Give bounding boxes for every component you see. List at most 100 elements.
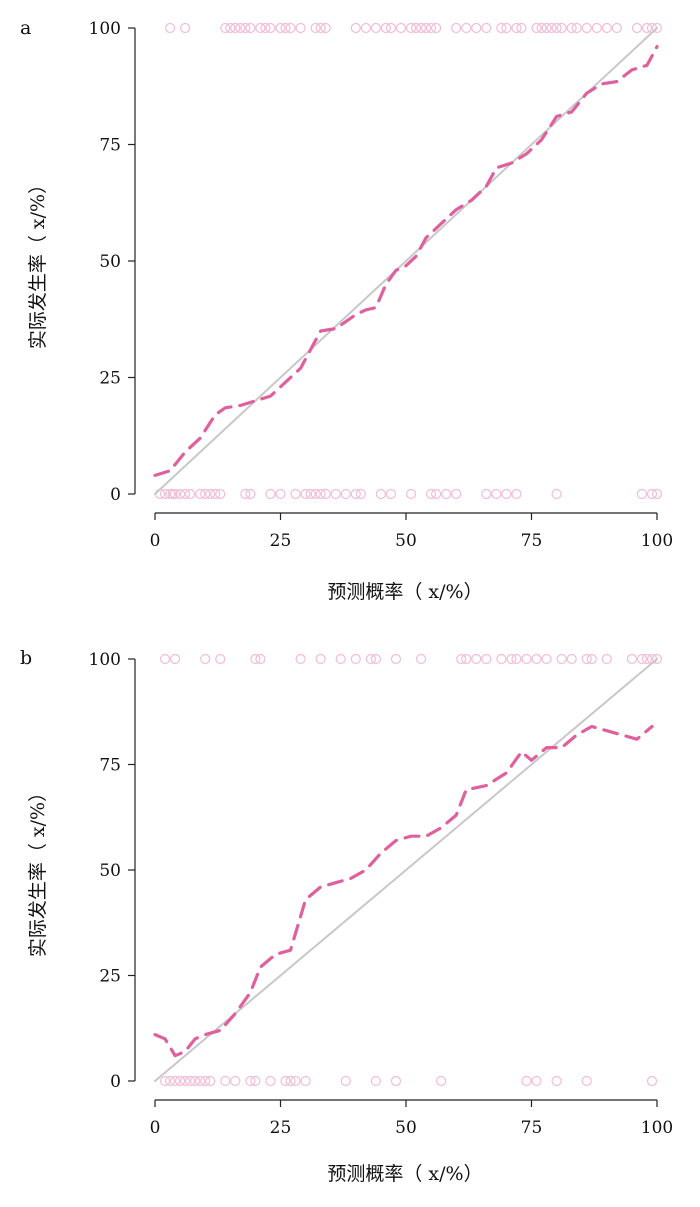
panel-b-x-tick-label: 0 <box>150 1118 161 1138</box>
panel-b-calibration-line <box>153 724 654 1058</box>
panel-a-rug-bottom-point <box>405 488 417 500</box>
panel-a-rug-bottom-point <box>441 488 452 500</box>
panel-b-rug-top-point <box>651 653 663 665</box>
panel-a-rug-bottom-point <box>330 488 341 500</box>
panel-b-rug-top-point <box>511 653 522 665</box>
panel-b-rug-bottom-point <box>300 1075 311 1087</box>
panel-a-rug-top-point <box>546 22 557 34</box>
panel-a-reference-line <box>154 27 658 495</box>
panel-b-rug-bottom-point <box>280 1075 291 1087</box>
panel-a-rug-top-point <box>591 22 602 34</box>
panel-a-rug-top-point <box>415 22 427 34</box>
panel-b-rug-top-point <box>471 653 482 665</box>
panel-a-rug-top-point <box>581 22 592 34</box>
panel-b-y-tick-label: 50 <box>99 861 121 881</box>
panel-a-x-tick-label: 100 <box>641 531 673 551</box>
panel-a-rug-bottom-point <box>275 488 286 500</box>
panel-a-rug-top-point <box>496 22 507 34</box>
panel-b-rug-bottom-point <box>220 1075 231 1087</box>
panel-a-rug-bottom-point <box>159 488 171 500</box>
panel-a-rug-top-point <box>310 22 321 34</box>
panel-a-rug-top-point <box>164 22 176 34</box>
panel-b-x-tick-label: 75 <box>521 1118 543 1138</box>
panel-a-rug-top-point <box>531 22 542 34</box>
panel-b-rug-bottom-point <box>521 1075 532 1087</box>
panel-a-letter: a <box>20 17 31 39</box>
panel-a-rug-top-point <box>651 22 663 34</box>
panel-b-rug-bottom-point <box>195 1075 206 1087</box>
panel-b-rug-bottom-point <box>551 1075 562 1087</box>
panel-b-y-tick-label: 75 <box>99 756 121 776</box>
panel-a-rug-top-point <box>511 22 522 34</box>
panel-b-rug-top-point <box>481 653 492 665</box>
panel-a-rug-top-point <box>420 22 432 34</box>
panel-a-rug-top-point <box>601 22 612 34</box>
panel-a-rug-top-point <box>566 22 577 34</box>
panel-a-rug-bottom-point <box>426 488 437 500</box>
panel-a-x-tick-label: 75 <box>521 531 543 551</box>
panel-b-rug-bottom-point <box>200 1075 211 1087</box>
panel-a-rug-bottom-point <box>385 488 397 500</box>
panel-b-rug-bottom-point <box>250 1075 261 1087</box>
panel-a-rug-bottom-point <box>265 488 276 500</box>
panel-a-rug-top-point <box>451 22 462 34</box>
panel-b-rug-top-point <box>531 653 542 665</box>
panel-b-rug-top-point <box>370 653 381 665</box>
panel-a-rug-bottom-point <box>210 488 221 500</box>
panel-a-rug-top-point <box>240 22 251 34</box>
panel-b-xlabel: 预测概率（ x/%） <box>327 1163 482 1185</box>
panel-b-rug-top-point <box>159 653 171 665</box>
panel-a-rug-bottom-point <box>375 488 386 500</box>
panel-b-rug-top-point <box>461 653 472 665</box>
panel-b-rug-top-point <box>335 653 346 665</box>
panel-a-rug-bottom-point <box>169 488 181 500</box>
panel-b-rug-bottom-point <box>245 1075 256 1087</box>
panel-b-rug-top-point <box>581 653 592 665</box>
panel-b-letter: b <box>20 647 32 669</box>
panel-a-rug-top-point <box>225 22 236 34</box>
panel-a-rug-top-point <box>360 22 371 34</box>
panel-b-rug-top-point <box>315 653 326 665</box>
panel-a-rug-top-point <box>516 22 527 34</box>
panel-a-rug-top-point <box>571 22 582 34</box>
panel-a-rug-bottom-point <box>320 488 331 500</box>
panel-a-rug-bottom-point <box>300 488 311 500</box>
panel-a-rug-bottom-point <box>431 488 442 500</box>
panel-b-rug-bottom-point <box>390 1075 402 1087</box>
panel-b-rug-bottom-point <box>159 1075 171 1087</box>
panel-b-rug-bottom-point <box>190 1075 201 1087</box>
panel-a-rug-top-point <box>180 22 191 34</box>
panel-a-calibration-line <box>153 44 659 477</box>
panel-b-rug-bottom-point <box>340 1075 351 1087</box>
panel-b-rug-top-point <box>390 653 402 665</box>
panel-a-rug-bottom-point <box>355 488 366 500</box>
panel-a-rug-bottom-point <box>290 488 301 500</box>
panel-a-rug-bottom-point <box>491 488 502 500</box>
panel-a-rug-bottom-point <box>646 488 658 500</box>
panel-a-rug-bottom-point <box>310 488 321 500</box>
panel-a-rug-bottom-point <box>200 488 211 500</box>
panel-a-rug-bottom-point <box>205 488 216 500</box>
panel-b: b 0 25 50 75 100 0 25 50 75 100 预测概率（ x/%） 实际发生率（… <box>20 647 673 1185</box>
panel-b-reference-line <box>154 658 658 1082</box>
panel-b-rug-top-point <box>626 653 638 665</box>
panel-a-rug-top-point <box>501 22 512 34</box>
panel-a-rug-bottom-point <box>305 488 316 500</box>
panel-a-rug-top-point <box>611 22 622 34</box>
panel-b-rug-top-point <box>586 653 597 665</box>
panel-b-rug-top-point <box>250 653 261 665</box>
panel-a-xlabel: 预测概率（ x/%） <box>327 581 482 603</box>
panel-a-rug-top-point <box>541 22 552 34</box>
panel-a-rug-top-point <box>370 22 381 34</box>
panel-b-rug-bottom-point <box>436 1075 447 1087</box>
panel-a-rug-top-point <box>395 22 407 34</box>
panel-a-y-tick-label: 0 <box>110 485 121 505</box>
panel-a-rug-top-point <box>471 22 482 34</box>
panel-b-rug-top-point <box>169 653 181 665</box>
panel-a-rug-top-point <box>255 22 266 34</box>
panel-a-x-tick-label: 25 <box>270 531 292 551</box>
panel-a-rug-top-point <box>285 22 296 34</box>
panel-a-y-tick-label: 75 <box>99 136 121 156</box>
